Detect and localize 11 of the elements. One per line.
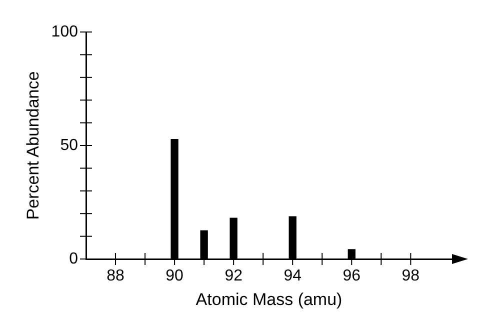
x-tick-label: 98	[402, 267, 420, 284]
x-tick-label: 96	[342, 267, 361, 284]
y-axis-title: Percent Abundance	[24, 71, 43, 220]
y-tick-label: 0	[69, 250, 78, 268]
x-tick-label: 88	[106, 267, 125, 284]
x-tick-label: 92	[224, 267, 243, 284]
x-tick-label: 94	[284, 267, 302, 284]
x-axis-title: Atomic Mass (amu)	[196, 290, 342, 310]
y-tick-label: 50	[60, 136, 78, 154]
x-tick-label: 90	[166, 267, 184, 284]
y-tick-label: 100	[51, 23, 78, 40]
